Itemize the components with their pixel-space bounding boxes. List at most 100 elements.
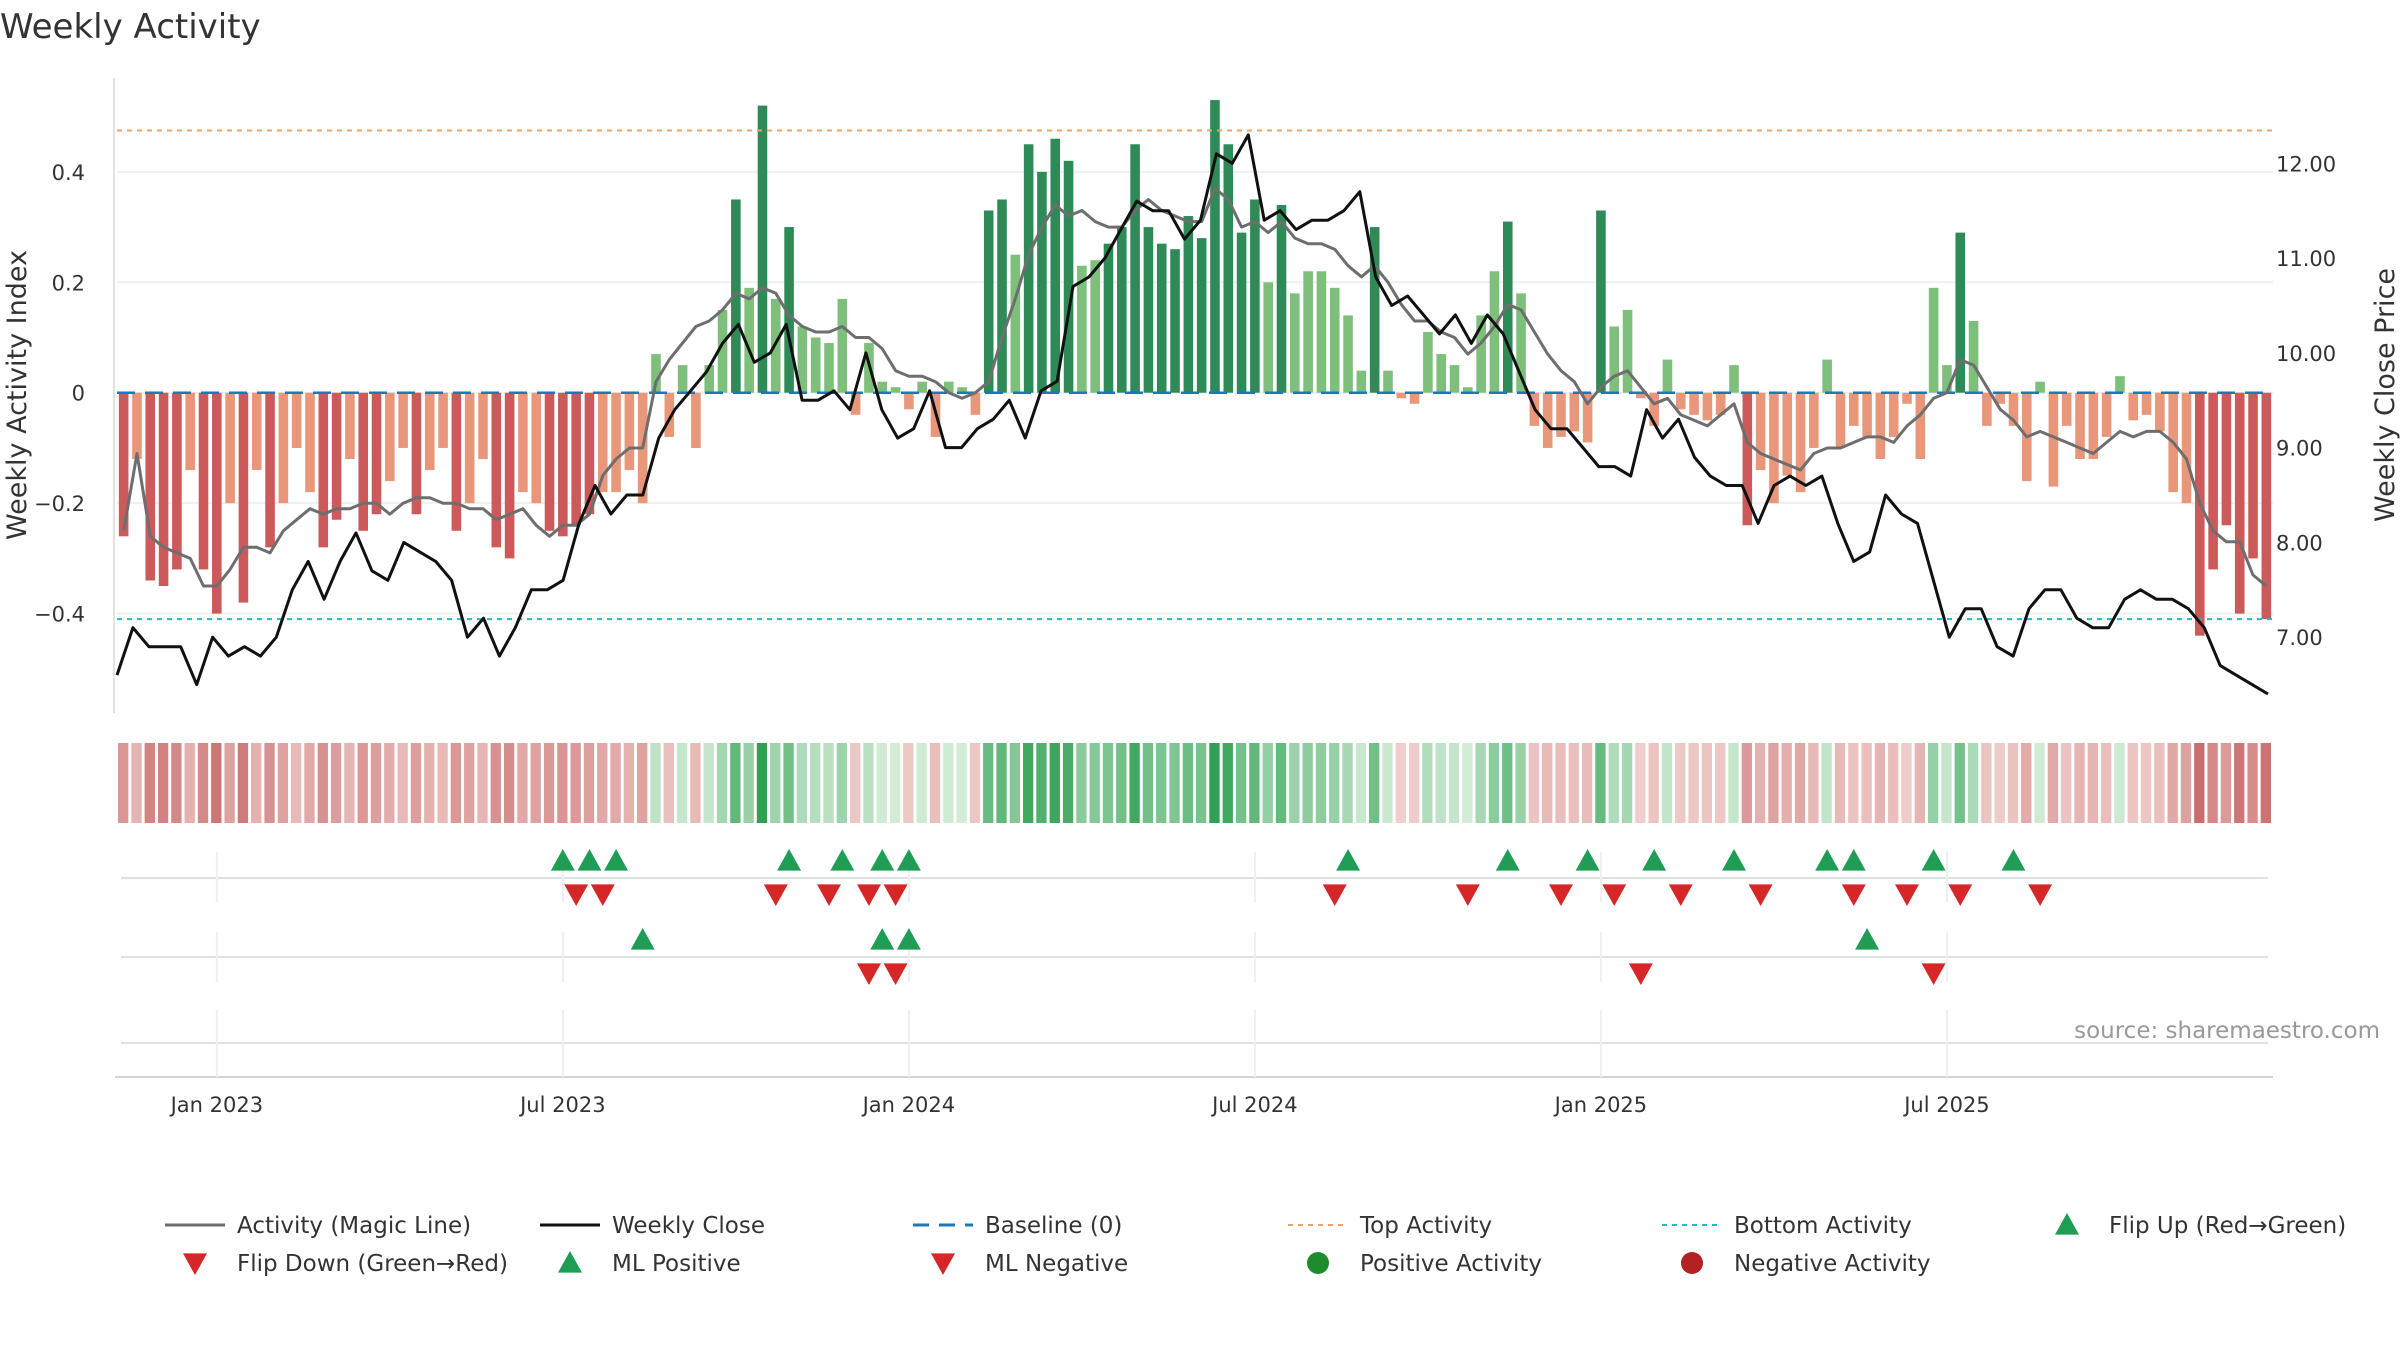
legend-label: Weekly Close <box>612 1213 765 1239</box>
y-axis-left-label: Weekly Activity Index <box>2 250 33 540</box>
activity-bar <box>584 392 595 515</box>
activity-strip-cell <box>1821 743 1832 823</box>
activity-bar <box>1023 144 1034 393</box>
activity-bar <box>145 392 156 581</box>
activity-strip-cell <box>610 743 621 823</box>
source-credit: source: sharemaestro.com <box>2074 1018 2380 1044</box>
activity-bar <box>1556 392 1566 437</box>
activity-strip-cell <box>1581 743 1593 823</box>
activity-bar <box>1715 392 1726 415</box>
activity-bar <box>1409 392 1420 404</box>
activity-strip-cell <box>1422 743 1433 823</box>
flip-up-marker <box>577 849 602 871</box>
activity-bar <box>305 392 315 493</box>
activity-bar <box>1928 287 1939 393</box>
ml-positive-marker <box>1855 928 1880 950</box>
flip-down-marker <box>856 884 881 906</box>
activity-strip-cell <box>849 743 861 823</box>
activity-strip-cell <box>1408 743 1420 823</box>
activity-strip-cell <box>171 743 182 823</box>
activity-bar <box>1156 243 1167 393</box>
activity-strip-cell <box>1435 743 1446 823</box>
activity-bar <box>2221 392 2232 526</box>
activity-strip-cell <box>184 743 195 823</box>
activity-bar <box>411 392 422 515</box>
activity-bar <box>877 381 888 393</box>
flip-up-marker <box>870 849 895 871</box>
activity-bar <box>318 392 329 548</box>
activity-strip-cell <box>1888 743 1899 823</box>
activity-bar <box>2234 392 2245 614</box>
activity-bar <box>132 392 142 459</box>
flip-up-marker <box>1722 849 1746 871</box>
activity-bar <box>198 392 209 570</box>
activity-bar <box>1290 293 1300 393</box>
legend-label: Negative Activity <box>1734 1251 1931 1277</box>
activity-strip-cell <box>490 743 501 823</box>
flip-down-marker <box>763 884 788 906</box>
activity-bar <box>1356 370 1367 393</box>
ml-positive-marker <box>896 928 921 950</box>
activity-bar <box>2075 392 2085 459</box>
flip-up-marker <box>1921 849 1946 871</box>
y-tick-label-right: 7.00 <box>2276 626 2323 650</box>
y-tick-label-right: 9.00 <box>2276 437 2323 461</box>
activity-bar <box>385 392 395 482</box>
activity-strip-cell <box>903 743 914 823</box>
activity-bar <box>890 387 901 393</box>
flip-down-marker <box>1322 884 1347 906</box>
activity-strip-cell <box>1289 743 1300 823</box>
x-axis: Jan 2023 Jul 2023 Jan 2024 Jul 2024 Jan 2025… <box>169 1093 1990 1117</box>
activity-strip-cell <box>2207 743 2218 823</box>
activity-strip-cell <box>2234 743 2245 823</box>
activity-strip-cell <box>1089 743 1100 823</box>
activity-bar <box>997 199 1007 393</box>
y-tick-label-left: 0.2 <box>52 271 85 295</box>
flip-up-marker <box>830 849 855 871</box>
y-tick-label-right: 8.00 <box>2276 531 2323 555</box>
activity-bar <box>731 199 741 393</box>
activity-strip-cell <box>264 743 275 823</box>
activity-strip-cell <box>517 743 528 823</box>
activity-strip-cell <box>410 743 422 823</box>
activity-strip-cell <box>1754 743 1766 823</box>
activity-bar <box>1343 315 1353 393</box>
activity-bar <box>1170 249 1180 393</box>
activity-strip-cell <box>1901 743 1912 823</box>
activity-bar <box>784 227 794 393</box>
activity-strip-cell <box>1022 743 1034 823</box>
activity-strip-cell <box>1036 743 1047 823</box>
activity-bar <box>531 392 542 504</box>
activity-bar <box>1822 359 1832 393</box>
activity-strip-cell <box>1661 743 1673 823</box>
flip-up-marker <box>1336 849 1361 871</box>
legend-label: Bottom Activity <box>1734 1213 1912 1239</box>
activity-bar <box>1675 392 1686 410</box>
activity-strip-cell <box>916 743 927 823</box>
activity-bar <box>158 392 169 586</box>
activity-strip-cell <box>344 743 355 823</box>
activity-strip-cell <box>1475 743 1486 823</box>
activity-strip-cell <box>756 743 768 823</box>
x-tick-label: Jul 2024 <box>1210 1093 1297 1117</box>
activity-strip-cell <box>131 743 142 823</box>
legend-label: Activity (Magic Line) <box>237 1213 471 1239</box>
activity-bar <box>2048 392 2059 487</box>
activity-strip-cell <box>583 743 595 823</box>
activity-bar <box>172 392 182 570</box>
activity-strip-cell <box>956 743 967 823</box>
activity-strip-cell <box>743 743 754 823</box>
activity-bar <box>1702 392 1713 421</box>
flip-down-marker <box>2028 884 2053 906</box>
activity-bar <box>478 392 488 459</box>
activity-bar <box>1862 392 1872 437</box>
activity-strip-cell <box>863 743 874 823</box>
activity-bar <box>1050 138 1061 393</box>
flip-down-marker <box>817 884 842 906</box>
activity-bar <box>438 392 448 448</box>
activity-bar <box>624 392 635 471</box>
activity-strip-cell <box>1848 743 1859 823</box>
activity-strip-cell <box>1715 743 1726 823</box>
y-tick-label-left: 0.4 <box>52 161 85 185</box>
activity-strip-cell <box>251 743 262 823</box>
